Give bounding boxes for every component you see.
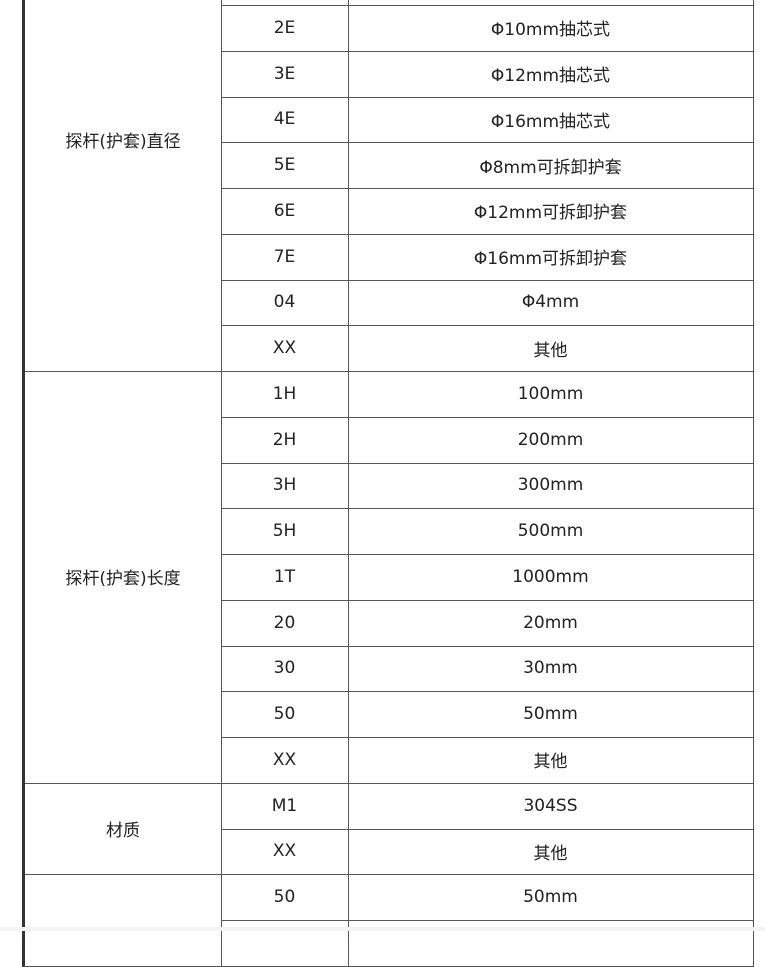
code-cell: 1T [221, 554, 349, 601]
code-cell: XX [221, 737, 349, 784]
code-cell: 3E [221, 50, 349, 98]
code-cell: 7E [221, 233, 349, 281]
description-cell: Φ16mm可拆卸护套 [348, 233, 754, 281]
description-cell: 50mm [348, 691, 754, 738]
description-cell: 50mm [348, 874, 754, 921]
code-cell: 4E [221, 96, 349, 144]
description-cell: Φ12mm抽芯式 [348, 50, 754, 98]
code-cell: 3H [221, 462, 349, 510]
description-cell: Φ16mm抽芯式 [348, 96, 754, 144]
code-cell: 6E [221, 188, 349, 235]
group-label-cell: 材质 [22, 782, 222, 876]
code-cell: 50 [221, 874, 349, 921]
description-cell: Φ4mm [348, 279, 754, 327]
description-cell: 20mm [348, 599, 754, 647]
bottom-strip [0, 927, 765, 931]
description-cell: 500mm [348, 508, 754, 555]
description-cell: 30mm [348, 645, 754, 693]
group-label-cell: 探杆(护套)长度 [22, 371, 222, 784]
description-cell: Φ8mm可拆卸护套 [348, 142, 754, 189]
code-cell: 04 [221, 279, 349, 327]
code-cell: 2H [221, 416, 349, 464]
description-cell: 1000mm [348, 554, 754, 601]
description-cell: Φ12mm可拆卸护套 [348, 188, 754, 235]
description-cell: 其他 [348, 737, 754, 784]
group-label-cell: 探杆(护套)直径 [22, 0, 222, 372]
code-cell: 2E [221, 5, 349, 52]
description-cell: 300mm [348, 462, 754, 510]
code-cell: M1 [221, 782, 349, 830]
code-cell: 50 [221, 691, 349, 738]
description-cell [348, 0, 754, 6]
description-cell: 其他 [348, 325, 754, 372]
code-cell: 20 [221, 599, 349, 647]
code-cell: XX [221, 828, 349, 876]
code-cell: 5H [221, 508, 349, 555]
code-cell: 5E [221, 142, 349, 189]
code-cell: XX [221, 325, 349, 372]
code-cell: 1H [221, 371, 349, 418]
description-cell: 200mm [348, 416, 754, 464]
description-cell: 其他 [348, 828, 754, 876]
spec-table: 探杆(护套)直径 2E Φ10mm抽芯式 3E Φ12mm抽芯式 4E Φ16mm抽芯式 5E… [22, 0, 754, 967]
group-label-cell [22, 874, 222, 967]
description-cell: Φ10mm抽芯式 [348, 5, 754, 52]
code-cell [221, 0, 349, 6]
code-cell: 30 [221, 645, 349, 693]
description-cell: 304SS [348, 782, 754, 830]
description-cell: 100mm [348, 371, 754, 418]
